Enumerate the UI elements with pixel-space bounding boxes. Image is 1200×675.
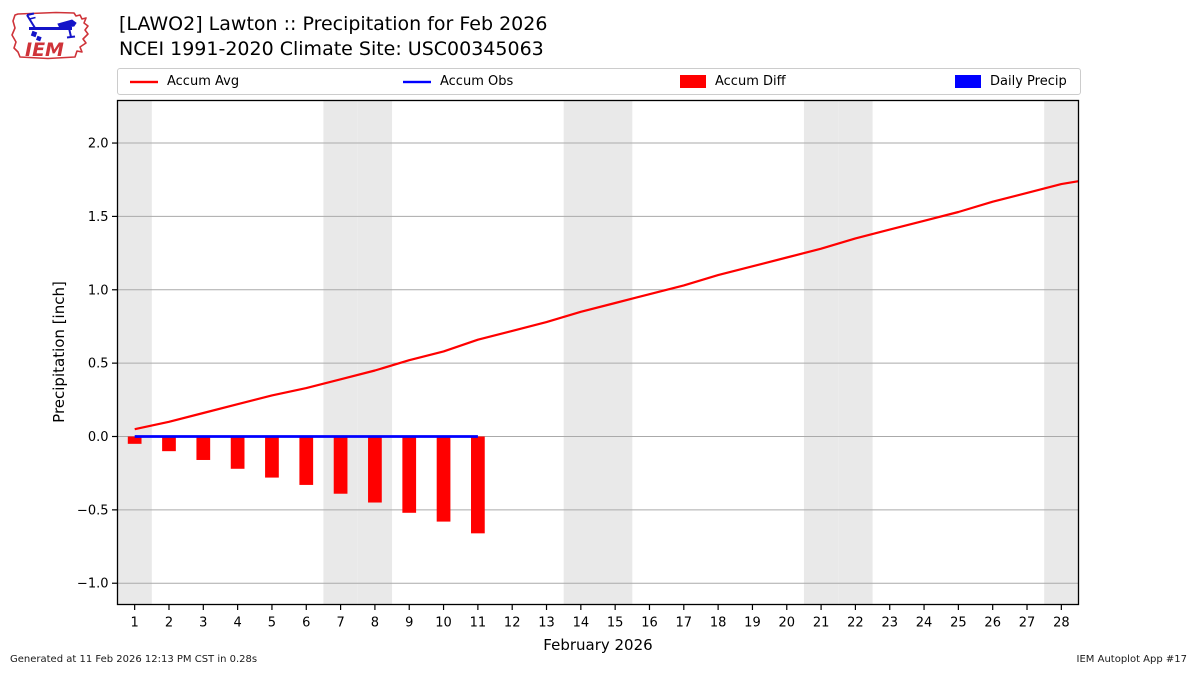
- x-tick-label: 7: [336, 616, 344, 631]
- bar-accum-diff: [127, 436, 142, 444]
- legend: Accum Avg Accum Obs Accum Diff Daily Pre…: [117, 68, 1081, 95]
- x-tick-label: 2: [165, 616, 173, 631]
- x-tick-label: 3: [199, 616, 207, 631]
- x-tick-label: 26: [984, 616, 1001, 631]
- tick-labels: 1 2 3 4 5 6 7 8 9 10 11 12 13 14 15 16 17 18 19 20 21 22 23 24 2…: [77, 137, 1070, 631]
- x-tick-label: 20: [778, 616, 795, 631]
- accum-diff-bars: [127, 436, 485, 534]
- y-tick-label: −1.0: [77, 577, 109, 592]
- bar-accum-diff: [402, 436, 417, 513]
- weekend-band: [117, 100, 152, 605]
- x-tick-label: 27: [1019, 616, 1036, 631]
- generated-timestamp: Generated at 11 Feb 2026 12:13 PM CST in…: [10, 654, 258, 665]
- x-tick-label: 9: [405, 616, 413, 631]
- weekend-band: [598, 100, 633, 605]
- chart-title-block: [LAWO2] Lawton :: Precipitation for Feb …: [119, 12, 547, 62]
- x-tick-label: 25: [950, 616, 967, 631]
- legend-patch-swatch-red: [680, 75, 706, 88]
- bar-accum-diff: [299, 436, 314, 485]
- x-tick-label: 6: [302, 616, 310, 631]
- bar-accum-diff: [196, 436, 211, 460]
- y-tick-label: 2.0: [88, 137, 109, 152]
- x-tick-label: 4: [233, 616, 241, 631]
- x-tick-label: 5: [268, 616, 276, 631]
- y-tick-label: 0.0: [88, 430, 109, 445]
- bar-accum-diff: [230, 436, 245, 469]
- weather-vane-icon: [26, 12, 77, 42]
- x-tick-label: 22: [847, 616, 864, 631]
- bar-accum-diff: [436, 436, 451, 522]
- app-credit: IEM Autoplot App #17: [1076, 654, 1187, 665]
- bar-accum-diff: [162, 436, 176, 452]
- y-axis-label: Precipitation [inch]: [50, 281, 68, 423]
- x-tick-label: 12: [504, 616, 521, 631]
- y-tick-label: −0.5: [77, 503, 109, 518]
- legend-line-swatch-red: [130, 80, 158, 83]
- legend-item-daily-precip: Daily Precip: [955, 69, 1067, 94]
- weekend-band: [1044, 100, 1079, 605]
- legend-patch-swatch-blue: [955, 75, 981, 88]
- x-tick-label: 23: [881, 616, 898, 631]
- x-tick-label: 10: [435, 616, 452, 631]
- legend-line-swatch-blue: [403, 80, 431, 83]
- x-axis-label: February 2026: [543, 636, 652, 654]
- legend-label: Daily Precip: [990, 74, 1067, 89]
- iem-logo: IEM: [11, 11, 89, 61]
- y-tick-label: 1.0: [88, 283, 109, 298]
- chart-subtitle: NCEI 1991-2020 Climate Site: USC00345063: [119, 38, 544, 60]
- x-tick-label: 18: [710, 616, 727, 631]
- legend-item-accum-obs: Accum Obs: [403, 69, 513, 94]
- x-tick-label: 13: [538, 616, 555, 631]
- iem-logo-text: IEM: [25, 39, 64, 61]
- weekend-band: [803, 100, 839, 605]
- x-tick-label: 16: [641, 616, 658, 631]
- legend-label: Accum Avg: [167, 74, 240, 89]
- legend-item-accum-diff: Accum Diff: [680, 69, 786, 94]
- legend-item-accum-avg: Accum Avg: [130, 69, 239, 94]
- bar-accum-diff: [471, 436, 485, 534]
- line-accum-avg: [134, 180, 1079, 431]
- bar-accum-diff: [368, 436, 382, 503]
- legend-label: Accum Diff: [715, 74, 786, 89]
- x-tick-label: 21: [813, 616, 830, 631]
- weekend-band: [357, 100, 393, 605]
- x-tick-label: 11: [470, 616, 487, 631]
- weekend-band: [563, 100, 598, 605]
- weekend-band: [323, 100, 358, 605]
- plot-border: [116, 99, 1080, 606]
- x-tick-label: 19: [744, 616, 761, 631]
- x-tick-label: 24: [916, 616, 933, 631]
- legend-label: Accum Obs: [440, 74, 514, 89]
- x-tick-label: 14: [573, 616, 590, 631]
- x-tick-label: 17: [676, 616, 693, 631]
- x-tick-label: 8: [371, 616, 379, 631]
- x-tick-label: 1: [131, 616, 139, 631]
- chart-title: [LAWO2] Lawton :: Precipitation for Feb …: [119, 13, 548, 35]
- weekend-bands: [117, 100, 1079, 605]
- y-tick-label: 0.5: [88, 357, 109, 372]
- y-tick-label: 1.5: [88, 210, 109, 225]
- axes: [112, 99, 1080, 610]
- bar-accum-diff: [265, 436, 279, 478]
- bar-accum-diff: [333, 436, 348, 494]
- x-tick-label: 15: [607, 616, 624, 631]
- weekend-band: [838, 100, 873, 605]
- x-tick-label: 28: [1053, 616, 1070, 631]
- accum-lines: [134, 180, 1079, 438]
